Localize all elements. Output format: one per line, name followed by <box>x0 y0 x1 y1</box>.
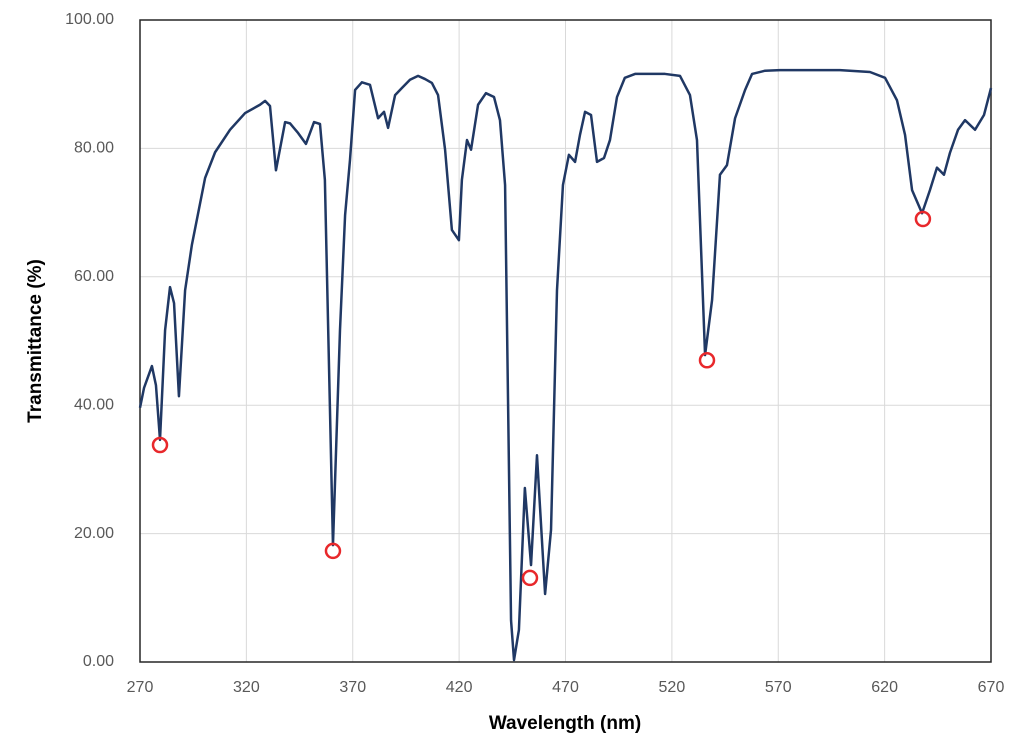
x-tick-label: 420 <box>446 679 473 696</box>
y-tick-label: 20.00 <box>74 525 114 542</box>
x-tick-label: 520 <box>659 679 686 696</box>
x-tick-label: 270 <box>127 679 154 696</box>
x-tick-label: 570 <box>765 679 792 696</box>
x-tick-label: 370 <box>339 679 366 696</box>
highlight-marker <box>151 436 169 454</box>
x-axis-title: Wavelength (nm) <box>489 713 641 734</box>
data-line <box>138 68 993 662</box>
y-tick-label: 0.00 <box>83 653 114 670</box>
y-tick-label: 80.00 <box>74 140 114 157</box>
y-tick-label: 60.00 <box>74 268 114 285</box>
x-tick-label: 470 <box>552 679 579 696</box>
highlight-marker <box>324 542 342 560</box>
y-tick-label: 100.00 <box>65 11 114 28</box>
x-tick-label: 620 <box>871 679 898 696</box>
y-axis-title: Transmittance (%) <box>25 259 46 423</box>
plot-border <box>139 19 992 663</box>
x-tick-label: 320 <box>233 679 260 696</box>
highlight-marker <box>698 352 716 369</box>
y-tick-label: 40.00 <box>74 396 114 413</box>
highlight-marker <box>521 569 539 587</box>
x-tick-label: 670 <box>978 679 1005 696</box>
highlight-marker <box>914 210 932 228</box>
